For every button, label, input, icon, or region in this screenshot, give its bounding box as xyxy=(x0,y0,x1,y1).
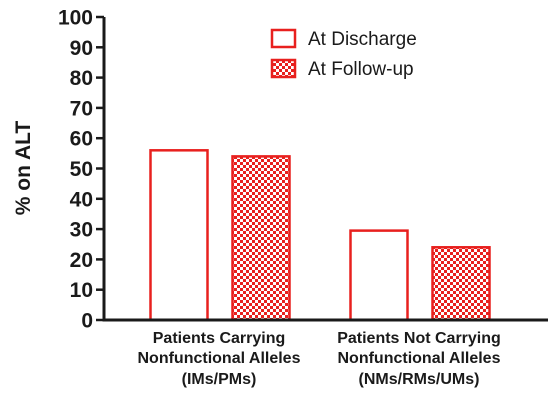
y-tick-label: 100 xyxy=(58,7,93,30)
y-axis-label: % on ALT xyxy=(12,121,35,216)
bar-follow-up-1 xyxy=(231,155,291,322)
y-tick-label: 10 xyxy=(70,279,93,302)
y-tick-label: 20 xyxy=(70,249,93,272)
bars xyxy=(149,149,491,322)
x-category-label: Patients Carrying Nonfunctional Alleles (I… xyxy=(138,330,301,388)
y-tick-label: 30 xyxy=(70,219,93,242)
x-category-line: Patients Carrying xyxy=(153,330,285,347)
x-category-line: (NMs/RMs/UMs) xyxy=(359,371,480,388)
legend-swatch-follow-up xyxy=(270,58,297,79)
legend-swatch-discharge xyxy=(270,28,297,49)
y-axis-ticks: 0 10 20 30 40 50 60 70 80 90 100 xyxy=(58,7,104,333)
x-category-line: Nonfunctional Alleles xyxy=(138,350,301,367)
x-category-line: Patients Not Carrying xyxy=(337,330,501,347)
x-category-line: Nonfunctional Alleles xyxy=(338,350,501,367)
legend: At Discharge At Follow-up xyxy=(270,28,417,80)
y-tick-label: 40 xyxy=(70,188,93,211)
y-tick-label: 0 xyxy=(81,310,93,333)
bar-discharge-2 xyxy=(349,229,409,322)
x-axis-categories: Patients Carrying Nonfunctional Alleles (I… xyxy=(138,330,501,388)
x-category-line: (IMs/PMs) xyxy=(182,371,257,388)
legend-label-discharge: At Discharge xyxy=(308,29,417,50)
bar-discharge-1 xyxy=(149,149,209,322)
legend-label-follow-up: At Follow-up xyxy=(308,59,414,80)
y-tick-label: 70 xyxy=(70,97,93,120)
y-tick-label: 50 xyxy=(70,158,93,181)
y-tick-label: 90 xyxy=(70,37,93,60)
y-tick-label: 60 xyxy=(70,128,93,151)
y-tick-label: 80 xyxy=(70,67,93,90)
x-category-label: Patients Not Carrying Nonfunctional Allel… xyxy=(337,330,501,388)
bar-follow-up-2 xyxy=(431,246,491,322)
